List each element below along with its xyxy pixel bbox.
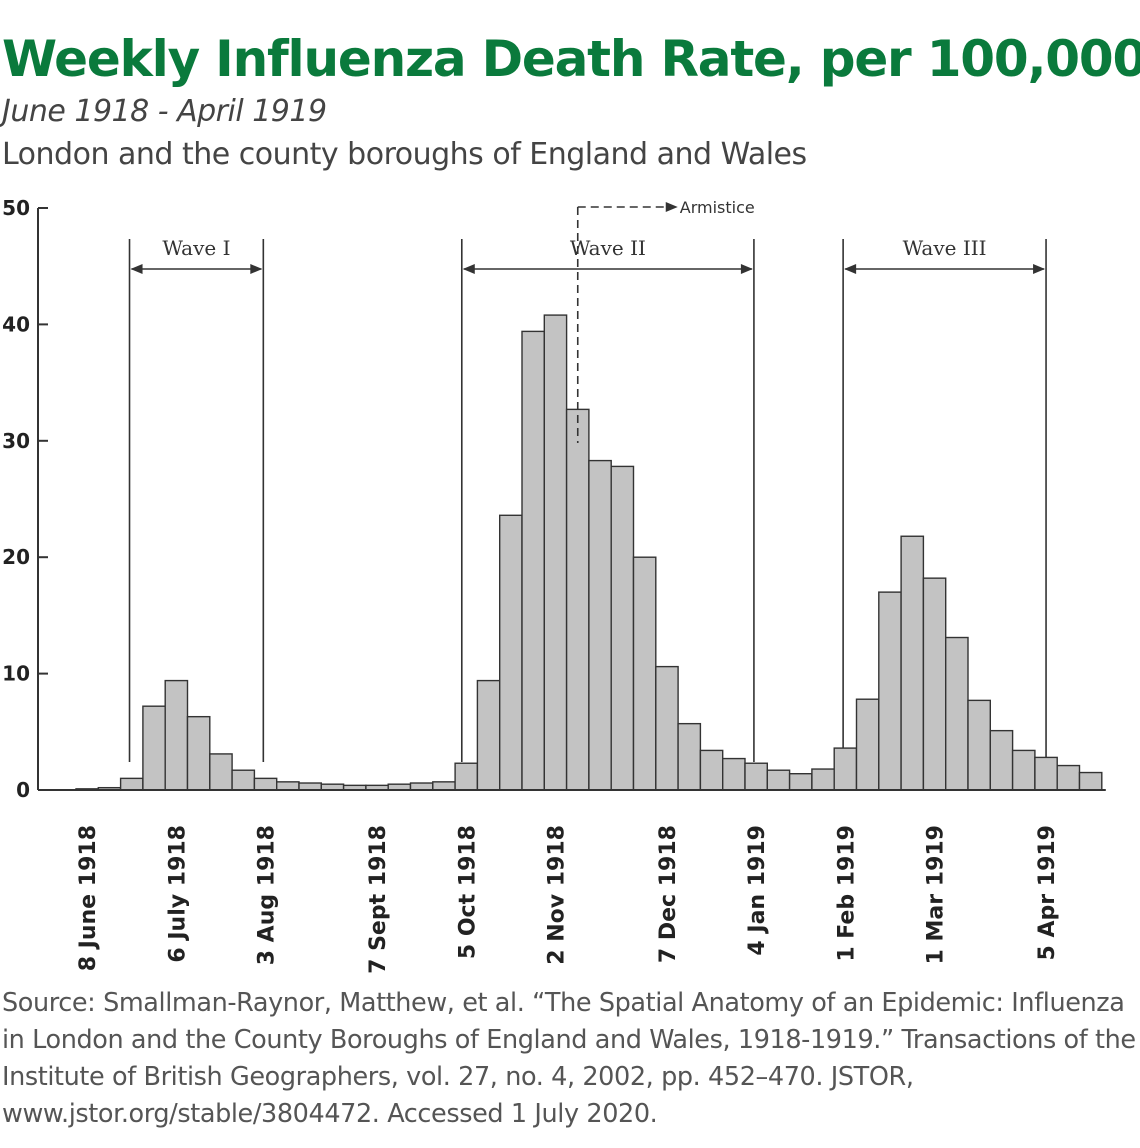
bar xyxy=(922,577,947,791)
chart-subtitle: June 1918 - April 1919 xyxy=(2,94,327,129)
bar xyxy=(677,722,702,791)
bar xyxy=(164,679,189,791)
influenza-bar-chart: Wave I Wave II Wave III 0 10 20 30 40 50 8 June… xyxy=(2,196,1106,974)
bar xyxy=(610,465,635,791)
wave-annotations: Wave I Wave II Wave III xyxy=(128,236,1047,762)
bar xyxy=(1034,756,1058,791)
x-tick-label: 1 Feb 1919 xyxy=(834,825,859,962)
wave-label: Wave I xyxy=(162,236,230,260)
bar xyxy=(253,777,278,791)
wave-arrowhead-right xyxy=(740,264,753,274)
bar xyxy=(811,768,835,791)
wave-arrowhead-left xyxy=(130,264,143,274)
bar xyxy=(231,769,256,791)
bar xyxy=(744,762,768,791)
wave-label: Wave III xyxy=(903,236,987,260)
bar xyxy=(1078,771,1103,791)
wave-arrowhead-right xyxy=(1033,264,1046,274)
x-tick-label: 2 Nov 1918 xyxy=(544,825,569,965)
bar xyxy=(989,729,1014,791)
bar xyxy=(209,753,233,791)
y-tick-label: 0 xyxy=(16,778,30,802)
x-axis-ticks: 8 June 1918 6 July 1918 3 Aug 1918 7 Sept 1… xyxy=(76,825,1060,974)
bar xyxy=(788,773,813,791)
armistice-label: Armistice xyxy=(680,198,755,217)
bar xyxy=(945,636,969,791)
armistice-annotation: Armistice xyxy=(576,198,755,443)
bar xyxy=(632,556,657,791)
bar xyxy=(119,777,144,791)
bar xyxy=(499,514,523,791)
bar xyxy=(699,749,724,791)
x-tick-label: 5 Apr 1919 xyxy=(1035,825,1060,960)
x-tick-label: 4 Jan 1919 xyxy=(745,825,770,956)
x-tick-label: 1 Mar 1919 xyxy=(924,825,949,964)
chart-subtitle-region: London and the county boroughs of Englan… xyxy=(2,137,807,172)
bar xyxy=(276,781,300,791)
wave-arrowhead-left xyxy=(462,264,475,274)
y-tick-label: 10 xyxy=(2,662,30,686)
wave-label: Wave II xyxy=(570,236,646,260)
y-axis-ticks: 0 10 20 30 40 50 xyxy=(2,196,48,802)
y-tick-label: 50 xyxy=(2,196,30,220)
bar xyxy=(1056,764,1081,791)
x-tick-label: 8 June 1918 xyxy=(76,825,101,971)
bar-series xyxy=(75,314,1103,791)
x-tick-label: 7 Sept 1918 xyxy=(366,825,391,974)
source-citation: Source: Smallman-Raynor, Matthew, et al.… xyxy=(2,988,1136,1129)
bar xyxy=(476,679,501,791)
bar xyxy=(878,591,902,791)
bar xyxy=(655,665,679,791)
y-tick-label: 20 xyxy=(2,545,30,569)
bar xyxy=(766,769,791,791)
wave-arrowhead-left xyxy=(844,264,857,274)
bar xyxy=(186,715,211,791)
x-tick-label: 7 Dec 1918 xyxy=(656,825,681,963)
bar xyxy=(543,314,568,791)
armistice-arrowhead xyxy=(665,202,678,212)
wave-arrowhead-right xyxy=(250,264,263,274)
bar xyxy=(588,459,612,791)
x-tick-label: 6 July 1918 xyxy=(165,825,190,963)
bar xyxy=(900,535,925,791)
bar xyxy=(409,782,434,791)
bar xyxy=(142,705,166,791)
bar xyxy=(432,781,456,791)
bar xyxy=(967,699,991,791)
bar xyxy=(855,698,880,791)
bar xyxy=(298,782,322,791)
x-tick-label: 3 Aug 1918 xyxy=(255,825,280,965)
bar xyxy=(565,408,590,791)
y-tick-label: 30 xyxy=(2,429,30,453)
bar xyxy=(521,330,545,791)
bar xyxy=(833,747,858,791)
bar xyxy=(454,762,479,791)
bar xyxy=(722,757,746,791)
bar xyxy=(1011,749,1036,791)
chart-title: Weekly Influenza Death Rate, per 100,000 xyxy=(2,30,1140,88)
x-tick-label: 5 Oct 1918 xyxy=(455,825,480,959)
y-tick-label: 40 xyxy=(2,312,30,336)
